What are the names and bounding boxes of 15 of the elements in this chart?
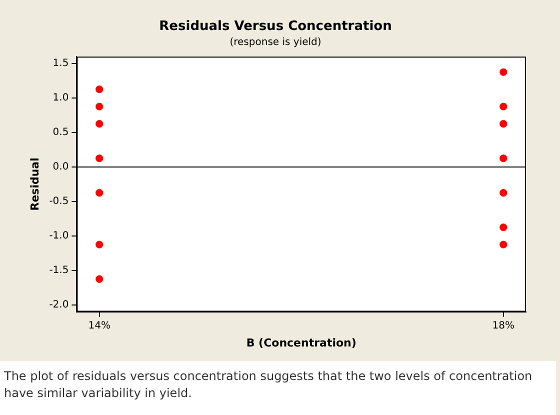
y-tick-label: 1.0 <box>52 92 69 104</box>
x-axis-title: B (Concentration) <box>246 336 356 350</box>
chart-subtitle: (response is yield) <box>230 37 322 48</box>
y-tick-label: 0.0 <box>52 162 69 173</box>
y-axis-title: Residual <box>28 158 42 211</box>
chart-title: Residuals Versus Concentration <box>159 19 392 34</box>
y-tick-label: -1.0 <box>49 230 69 242</box>
y-tick-label: 1.5 <box>52 58 69 70</box>
x-tick-label: 18% <box>492 320 514 332</box>
y-tick-label: -2.0 <box>49 299 69 310</box>
y-tick-label: -1.5 <box>49 265 69 276</box>
text: The plot of residuals versus concentration suggests that the two levels of concentration have similar variability in yield. <box>0 361 556 415</box>
x-tick-label: 14% <box>88 320 110 332</box>
y-tick-label: -0.5 <box>49 196 69 208</box>
y-tick-label: 0.5 <box>52 127 69 138</box>
